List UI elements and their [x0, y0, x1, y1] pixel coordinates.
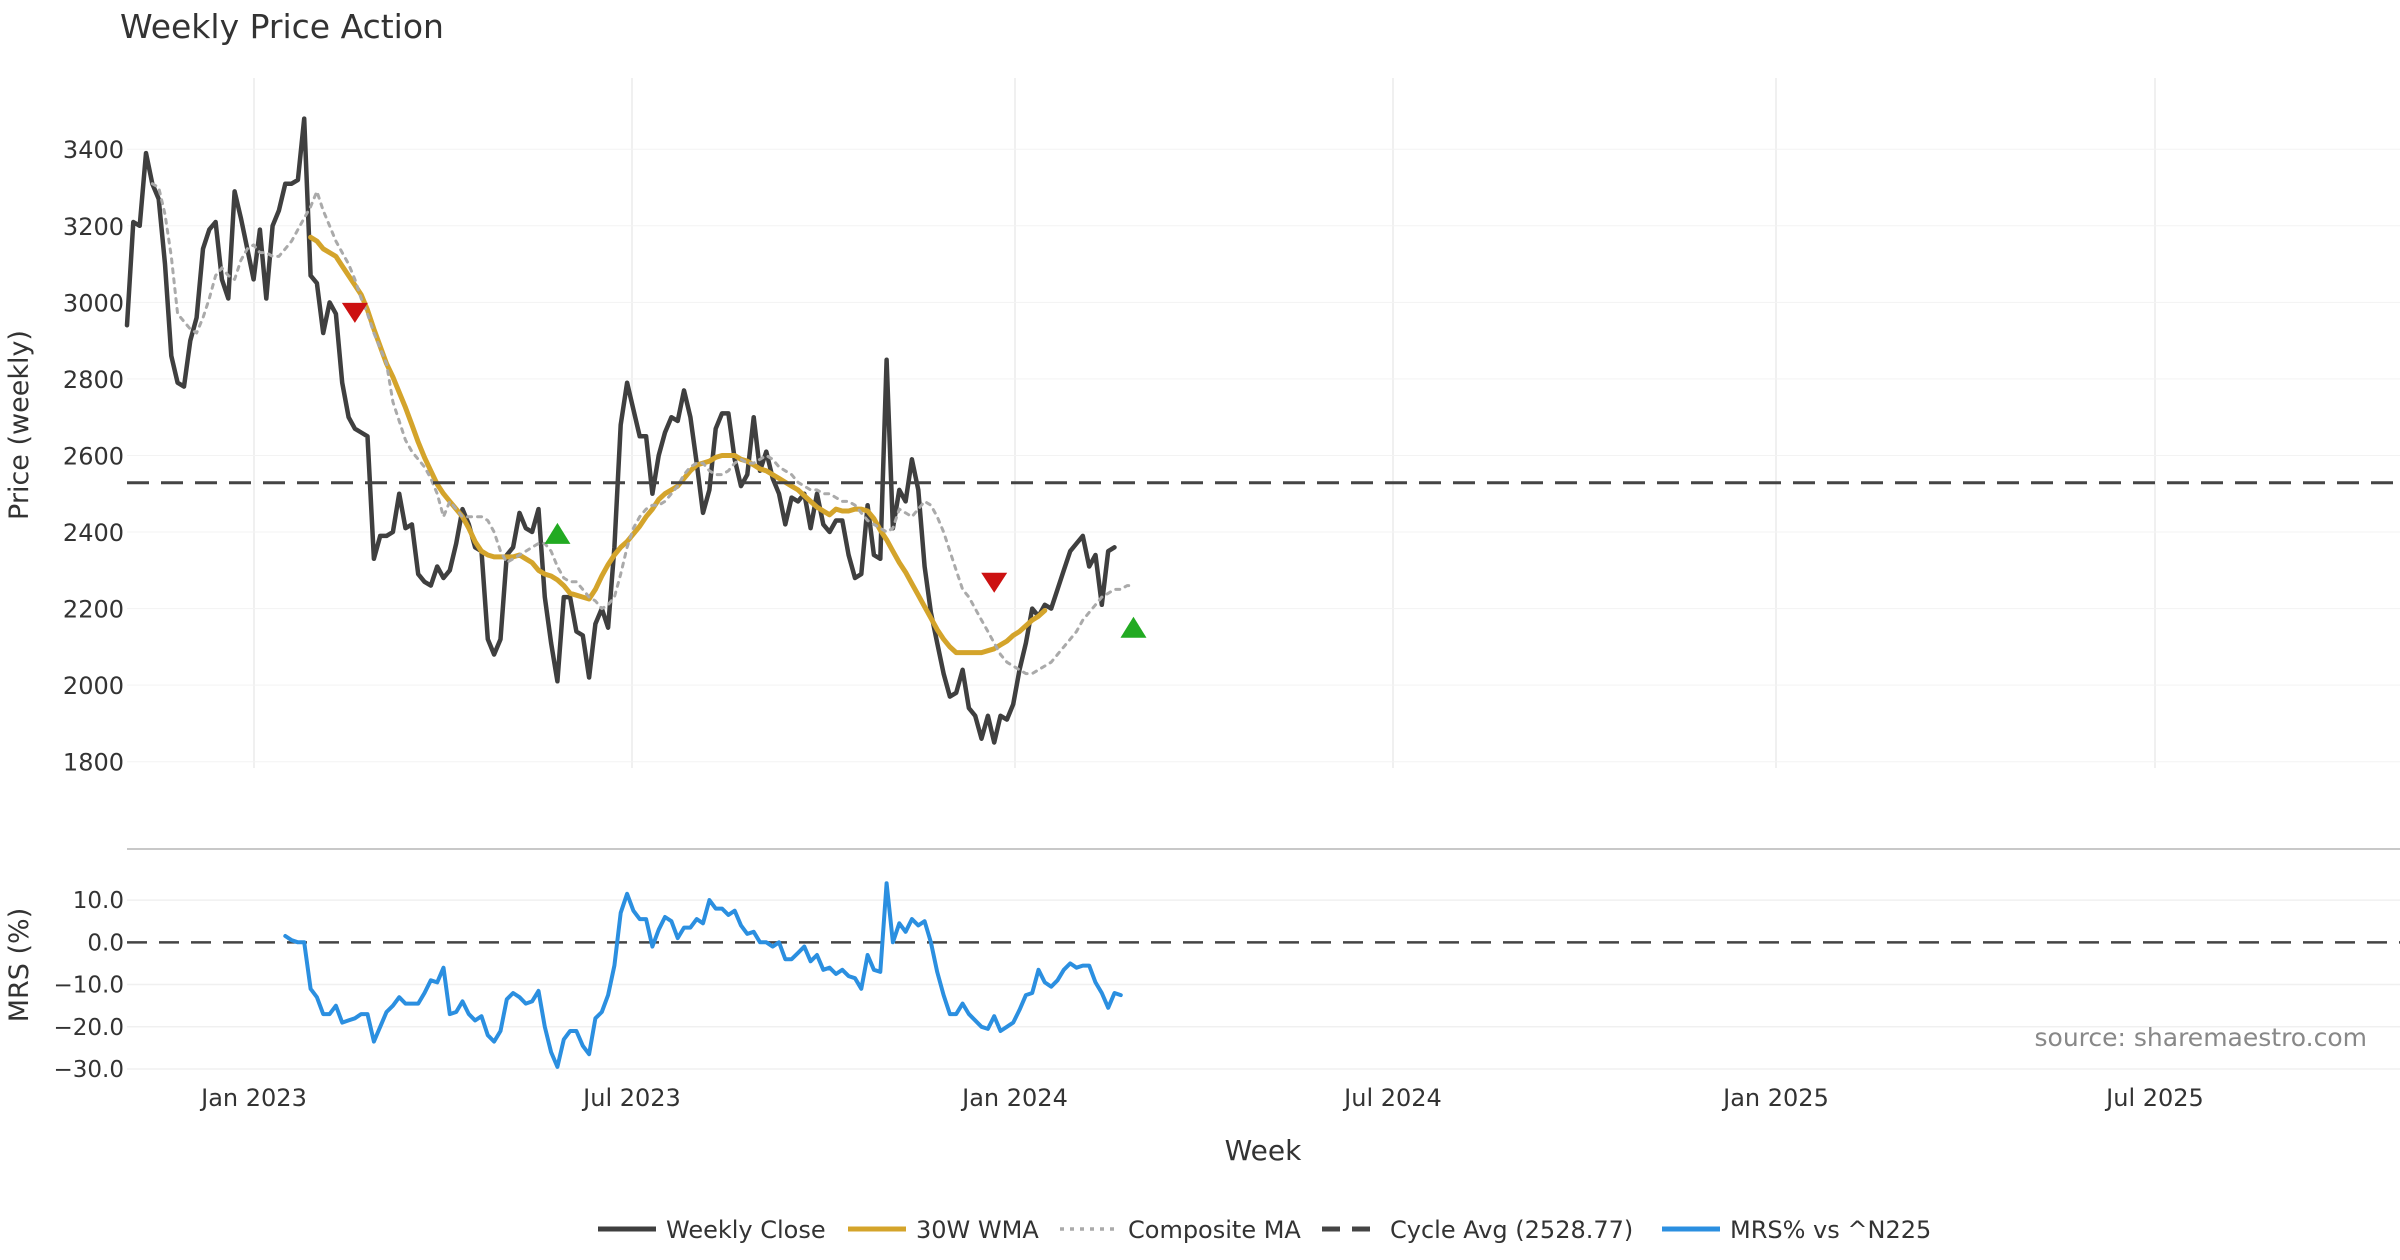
- x-axis-label: Week: [1225, 1134, 1302, 1167]
- legend-label: 30W WMA: [916, 1216, 1039, 1244]
- mrs-gridlines: [127, 899, 2400, 1070]
- mrs-y-tick-label: −20.0: [54, 1015, 124, 1041]
- sell-signal-marker: [341, 302, 368, 323]
- buy-signal-marker: [1120, 616, 1147, 638]
- legend-label: Cycle Avg (2528.77): [1390, 1216, 1633, 1244]
- x-tick-label: Jul 2025: [2104, 1084, 2204, 1112]
- series-composite-ma-line: [150, 182, 1135, 676]
- mrs-y-tick-label: −10.0: [54, 973, 124, 999]
- x-tick-label: Jul 2023: [581, 1084, 681, 1112]
- price-y-ticks: 3400 3200 3000 2800 2600 2400 2200 2000 1800: [63, 136, 124, 776]
- x-tick-label: Jan 2024: [960, 1084, 1068, 1112]
- mrs-y-tick-label: 10.0: [73, 888, 124, 914]
- price-series: [124, 116, 2400, 745]
- legend-item: Composite MA: [1060, 1216, 1301, 1244]
- x-ticks: Jan 2023 Jul 2023 Jan 2024 Jul 2024 Jan 2025…: [199, 1084, 2204, 1112]
- legend-item: MRS% vs ^N225: [1662, 1216, 1931, 1244]
- legend-label: Weekly Close: [666, 1216, 826, 1244]
- price-gridlines: [127, 78, 2400, 768]
- price-y-tick-label: 3200: [63, 213, 124, 241]
- price-y-tick-label: 3000: [63, 289, 124, 317]
- mrs-y-tick-label: −30.0: [54, 1057, 124, 1083]
- price-signals: [341, 302, 1147, 638]
- legend-item: Weekly Close: [598, 1216, 826, 1244]
- series-mrs-line: [283, 881, 1123, 1069]
- mrs-series: [283, 881, 1123, 1069]
- price-y-tick-label: 2200: [63, 596, 124, 624]
- x-tick-label: Jul 2024: [1342, 1084, 1442, 1112]
- legend-label: Composite MA: [1128, 1216, 1301, 1244]
- series-weekly-close-line: [124, 116, 1117, 745]
- price-y-tick-label: 3400: [63, 136, 124, 164]
- sell-signal-marker: [981, 572, 1008, 593]
- price-y-tick-label: 2000: [63, 672, 124, 700]
- price-y-axis-label: Price (weekly): [4, 330, 35, 520]
- chart-title: Weekly Price Action: [120, 7, 444, 46]
- legend-item: Cycle Avg (2528.77): [1322, 1216, 1633, 1244]
- price-y-tick-label: 2800: [63, 366, 124, 394]
- price-y-tick-label: 2400: [63, 519, 124, 547]
- legend: Weekly Close 30W WMA Composite MA Cycle Avg…: [598, 1216, 1931, 1244]
- x-tick-label: Jan 2023: [199, 1084, 307, 1112]
- series-30w-wma-line: [308, 234, 1048, 656]
- price-y-tick-label: 1800: [63, 749, 124, 777]
- price-y-tick-label: 2600: [63, 442, 124, 470]
- source-annotation: source: sharemaestro.com: [2035, 1023, 2368, 1052]
- x-tick-label: Jan 2025: [1721, 1084, 1829, 1112]
- legend-item: 30W WMA: [848, 1216, 1039, 1244]
- mrs-y-ticks: 10.0 0.0 −10.0 −20.0 −30.0: [54, 888, 124, 1083]
- mrs-y-axis-label: MRS (%): [4, 908, 35, 1023]
- buy-signal-marker: [544, 522, 571, 544]
- legend-label: MRS% vs ^N225: [1730, 1216, 1931, 1244]
- mrs-y-tick-label: 0.0: [87, 930, 124, 956]
